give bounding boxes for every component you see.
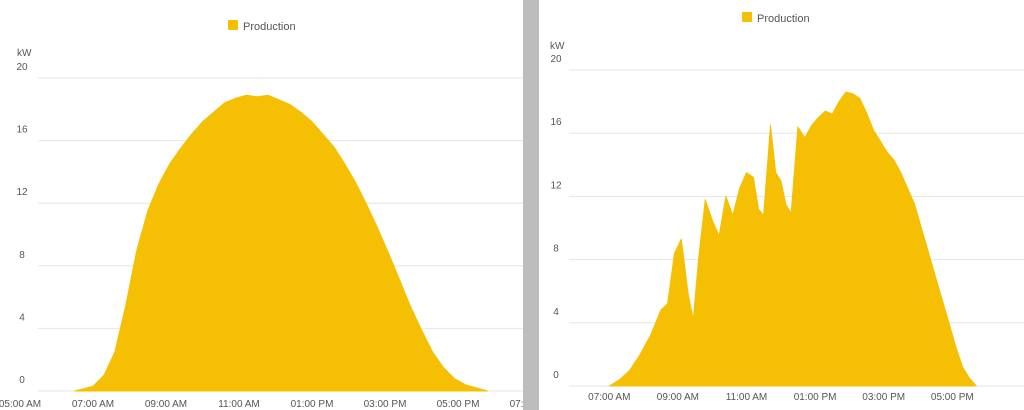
production-area-series (608, 91, 977, 387)
axis-labels: 0 4 8 12 16 20 05:00 AM 07:00 AM 09:00 AM 11:00 A… (0, 62, 523, 410)
x-tick-label: 09:00 AM (657, 392, 699, 403)
x-tick-label: 01:00 PM (291, 399, 334, 410)
y-tick-label: 12 (550, 180, 562, 191)
x-tick-label: 03:00 PM (364, 399, 407, 410)
x-tick-label: 07:00 AM (588, 392, 630, 403)
x-tick-label: 07:00 PM (510, 399, 523, 410)
y-tick-label: 20 (16, 62, 28, 73)
production-chart-right: 0 4 8 12 16 20 07:00 AM 09:00 AM 11:00 AM 01:00 P… (550, 12, 1024, 403)
x-tick-label: 05:00 AM (0, 399, 41, 410)
area-layer (608, 91, 977, 387)
x-tick-label: 05:00 PM (931, 392, 974, 403)
legend-swatch[interactable] (228, 20, 238, 30)
x-tick-label: 03:00 PM (862, 392, 905, 403)
legend-label[interactable]: Production (243, 21, 296, 33)
y-tick-label: 16 (550, 117, 562, 128)
x-tick-label: 01:00 PM (794, 392, 837, 403)
right-chart-panel: 0 4 8 12 16 20 07:00 AM 09:00 AM 11:00 AM 01:00 P… (539, 0, 1024, 410)
y-axis-unit: kW (550, 41, 565, 52)
x-tick-label: 07:00 AM (72, 399, 114, 410)
legend[interactable]: Production (228, 20, 296, 33)
legend-label[interactable]: Production (757, 13, 810, 25)
y-tick-label: 4 (19, 312, 25, 323)
y-tick-label: 0 (19, 375, 25, 386)
x-tick-label: 11:00 AM (218, 399, 260, 410)
legend-swatch[interactable] (742, 12, 752, 22)
x-tick-label: 09:00 AM (145, 399, 187, 410)
y-tick-label: 8 (553, 244, 559, 255)
x-tick-label: 05:00 PM (437, 399, 480, 410)
left-chart-panel: 0 4 8 12 16 20 05:00 AM 07:00 AM 09:00 AM 11:00 A… (0, 20, 523, 410)
y-tick-label: 0 (553, 370, 559, 381)
axis-labels: 0 4 8 12 16 20 07:00 AM 09:00 AM 11:00 AM 01:00 P… (550, 54, 973, 403)
y-axis-unit: kW (17, 48, 32, 59)
y-tick-label: 16 (16, 125, 28, 136)
panel-divider (523, 0, 539, 410)
production-chart-left: 0 4 8 12 16 20 05:00 AM 07:00 AM 09:00 AM 11:00 A… (0, 20, 523, 410)
legend[interactable]: Production (742, 12, 810, 25)
area-layer (74, 94, 488, 392)
x-tick-label: 11:00 AM (726, 392, 768, 403)
y-tick-label: 20 (550, 54, 562, 65)
y-tick-label: 8 (19, 250, 25, 261)
y-tick-label: 12 (16, 187, 28, 198)
production-area-series (74, 94, 488, 392)
y-tick-label: 4 (553, 307, 559, 318)
